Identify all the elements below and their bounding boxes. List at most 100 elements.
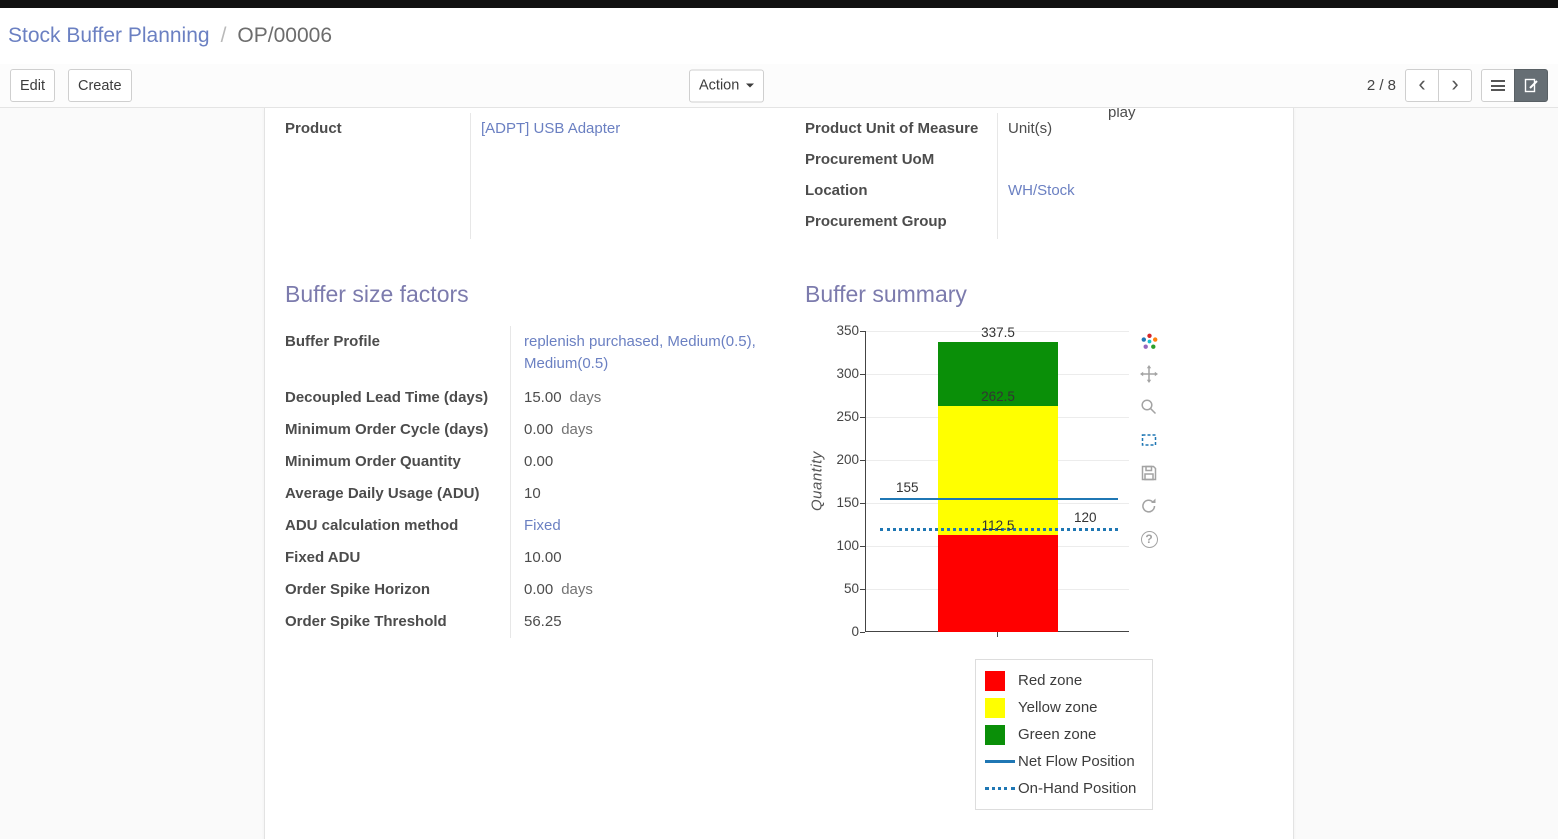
clipped-text-fragment: play <box>1108 108 1136 121</box>
line-swatch <box>985 760 1015 763</box>
chart-legend: Red zone Yellow zone Green zone Net Flow Po… <box>975 659 1153 810</box>
list-icon <box>1491 80 1505 91</box>
legend-item-on-hand-position[interactable]: On-Hand Position <box>976 775 1152 802</box>
order-spike-threshold-value: 56.25 <box>524 613 562 630</box>
list-view-button[interactable] <box>1481 69 1515 102</box>
product-label: Product <box>285 120 342 137</box>
bar-segment-value: 262.5 <box>981 389 1015 405</box>
chevron-down-icon <box>746 83 755 88</box>
field-group-secondary: play Product Unit of Measure Procurement… <box>805 108 1273 239</box>
buffer-profile-label: Buffer Profile <box>285 333 381 350</box>
y-tick-label: 250 <box>836 409 859 424</box>
adu-label: Average Daily Usage (ADU) <box>285 485 480 502</box>
form-view-area: Product [ADPT] USB Adapter play Product … <box>0 108 1558 839</box>
action-dropdown-button[interactable]: Action <box>689 69 765 102</box>
min-order-cycle-value: 0.00 <box>524 421 554 438</box>
legend-item-net-flow-position[interactable]: Net Flow Position <box>976 748 1152 775</box>
fixed-adu-label: Fixed ADU <box>285 549 361 566</box>
square-swatch <box>985 724 1005 745</box>
create-button[interactable]: Create <box>68 69 132 102</box>
location-link[interactable]: WH/Stock <box>1008 182 1075 199</box>
section-title-buffer-summary: Buffer summary <box>805 281 967 307</box>
procurement-group-value <box>1008 206 1273 237</box>
help-icon[interactable]: ? <box>1139 529 1159 549</box>
pager-next-button[interactable]: › <box>1438 69 1472 102</box>
y-tick-label: 300 <box>836 366 859 381</box>
field-group-main: Product [ADPT] USB Adapter <box>285 113 782 239</box>
box-select-icon[interactable] <box>1139 430 1159 450</box>
y-tick-mark <box>860 331 865 332</box>
dlt-label: Decoupled Lead Time (days) <box>285 389 489 406</box>
breadcrumb-parent-link[interactable]: Stock Buffer Planning <box>8 24 210 47</box>
adu-method-link[interactable]: Fixed <box>524 517 561 534</box>
min-order-cycle-label: Minimum Order Cycle (days) <box>285 421 489 438</box>
y-tick-mark <box>860 589 865 590</box>
chart-modebar: ? <box>1137 331 1161 549</box>
chevron-left-icon: ‹ <box>1418 71 1426 96</box>
product-uom-label: Product Unit of Measure <box>805 120 979 137</box>
y-tick-mark <box>860 546 865 547</box>
y-tick-mark <box>860 417 865 418</box>
legend-item-red-zone[interactable]: Red zone <box>976 667 1152 694</box>
legend-label: Net Flow Position <box>1018 753 1135 770</box>
square-swatch <box>985 697 1005 718</box>
legend-item-green-zone[interactable]: Green zone <box>976 721 1152 748</box>
buffer-sections: Buffer size factors Buffer Profile Decou… <box>285 279 1273 821</box>
pan-icon[interactable] <box>1139 364 1159 384</box>
line-value-label: 155 <box>896 479 919 495</box>
breadcrumb-current: OP/00006 <box>237 24 332 47</box>
view-switcher <box>1481 69 1548 102</box>
zoom-icon[interactable] <box>1139 397 1159 417</box>
legend-label: Red zone <box>1018 672 1083 689</box>
legend-item-yellow-zone[interactable]: Yellow zone <box>976 694 1152 721</box>
gridline <box>866 331 1129 332</box>
save-icon[interactable] <box>1139 463 1159 483</box>
on-hand-position-line <box>880 527 1118 531</box>
bar-segment-red-zone <box>938 535 1058 632</box>
y-tick-label: 50 <box>843 581 859 596</box>
pager-previous-button[interactable]: ‹ <box>1405 69 1439 102</box>
line-value-label: 120 <box>1074 509 1097 525</box>
reset-axes-icon[interactable] <box>1139 496 1159 516</box>
question-mark-glyph: ? <box>1140 530 1158 548</box>
product-link[interactable]: [ADPT] USB Adapter <box>481 120 621 137</box>
section-title-buffer-size-factors: Buffer size factors <box>285 281 469 307</box>
chevron-right-icon: › <box>1451 71 1459 96</box>
record-sheet: Product [ADPT] USB Adapter play Product … <box>264 108 1294 839</box>
bar-segment-value: 112.5 <box>981 518 1015 534</box>
legend-label: Yellow zone <box>1018 699 1098 716</box>
dotted-swatch <box>985 787 1015 790</box>
bar-segment-yellow-zone <box>938 406 1058 536</box>
buffer-factors-table: Buffer Profile Decoupled Lead Time (days… <box>285 326 782 638</box>
min-order-qty-value: 0.00 <box>524 453 554 470</box>
breadcrumb-separator: / <box>220 24 227 47</box>
buffer-profile-link[interactable]: replenish purchased, Medium(0.5), Medium… <box>524 333 756 372</box>
header-field-groups: Product [ADPT] USB Adapter play Product … <box>285 108 1273 239</box>
chart-plot[interactable]: 112.5 262.5 337.5 155 120 <box>865 325 1129 637</box>
min-order-qty-label: Minimum Order Quantity <box>285 453 461 470</box>
procurement-uom-value <box>1008 144 1273 175</box>
form-view-button[interactable] <box>1514 69 1548 102</box>
legend-label: Green zone <box>1018 726 1097 743</box>
x-tick-mark <box>997 632 998 637</box>
pager-value[interactable]: 2 / 8 <box>1366 77 1396 94</box>
edit-button[interactable]: Edit <box>10 69 55 102</box>
y-tick-mark <box>860 503 865 504</box>
action-label: Action <box>699 77 740 94</box>
pager-buttons: ‹ › <box>1405 69 1472 102</box>
order-spike-horizon-unit: days <box>561 581 593 598</box>
product-uom-value: Unit(s) <box>1008 120 1053 137</box>
y-tick-label: 0 <box>851 624 859 639</box>
procurement-uom-label: Procurement UoM <box>805 151 935 168</box>
net-flow-position-line <box>880 497 1118 500</box>
y-tick-mark <box>860 632 865 633</box>
legend-label: On-Hand Position <box>1018 780 1137 797</box>
bar-segment-value: 337.5 <box>981 324 1015 340</box>
buffer-chart: Quantity 112.5 262.5 337.5 155 120 <box>805 321 1273 821</box>
breadcrumb: Stock Buffer Planning / OP/00006 <box>0 8 1558 64</box>
order-spike-horizon-label: Order Spike Horizon <box>285 581 431 598</box>
plotly-logo-icon[interactable] <box>1139 331 1159 351</box>
order-spike-threshold-label: Order Spike Threshold <box>285 613 447 630</box>
min-order-cycle-unit: days <box>561 421 593 438</box>
